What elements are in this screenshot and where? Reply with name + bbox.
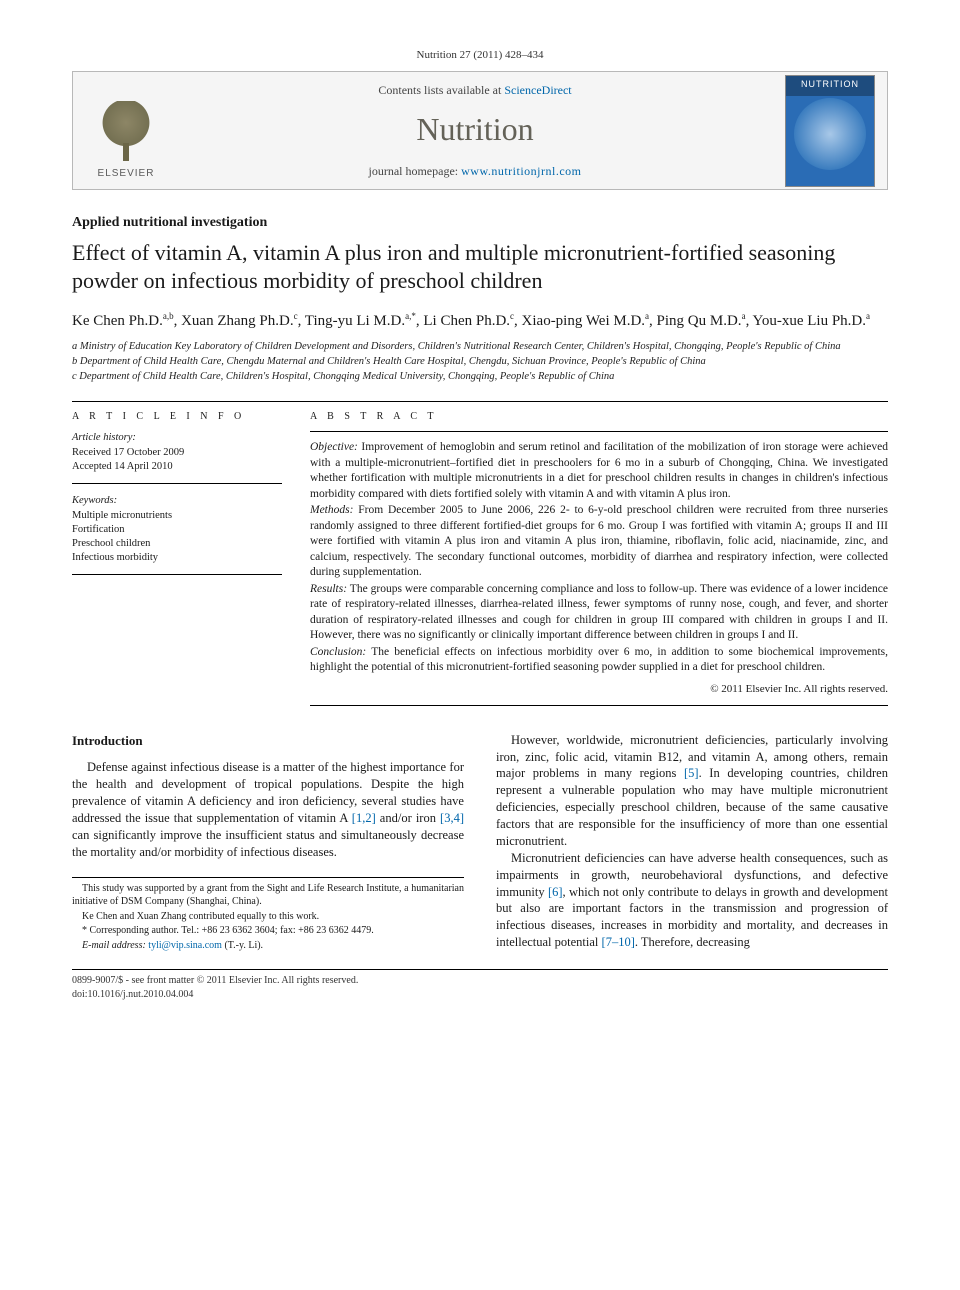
affiliations: a Ministry of Education Key Laboratory o… — [72, 340, 888, 385]
footnotes-block: This study was supported by a grant from… — [72, 877, 464, 953]
homepage-prefix: journal homepage: — [368, 164, 461, 178]
email-tail: (T.-y. Li). — [222, 940, 263, 951]
keyword-item: Fortification — [72, 523, 282, 537]
text-fragment: . Therefore, decreasing — [635, 935, 750, 949]
text-fragment: can significantly improve the insufficie… — [72, 828, 464, 859]
elsevier-label: ELSEVIER — [98, 167, 155, 181]
keywords-subhead: Keywords: — [72, 494, 282, 508]
footnote-contribution: Ke Chen and Xuan Zhang contributed equal… — [72, 910, 464, 924]
journal-cover-title: NUTRITION — [801, 78, 859, 90]
keyword-item: Multiple micronutrients — [72, 509, 282, 523]
footer-left: 0899-9007/$ - see front matter © 2011 El… — [72, 974, 358, 1001]
author-list: Ke Chen Ph.D.a,b, Xuan Zhang Ph.D.c, Tin… — [72, 310, 888, 333]
article-title: Effect of vitamin A, vitamin A plus iron… — [72, 239, 888, 295]
objective-text: Improvement of hemoglobin and serum reti… — [310, 441, 888, 500]
article-info-column: A R T I C L E I N F O Article history: R… — [72, 410, 282, 706]
body-column-right: However, worldwide, micronutrient defici… — [496, 732, 888, 953]
conclusion-label: Conclusion: — [310, 646, 366, 658]
email-link[interactable]: tyli@vip.sina.com — [148, 940, 222, 951]
introduction-heading: Introduction — [72, 732, 464, 750]
page-root: Nutrition 27 (2011) 428–434 ELSEVIER NUT… — [0, 0, 960, 1041]
reference-link[interactable]: [6] — [548, 885, 563, 899]
methods-label: Methods: — [310, 504, 353, 516]
body-column-left: Introduction Defense against infectious … — [72, 732, 464, 953]
received-line: Received 17 October 2009 — [72, 446, 282, 460]
elsevier-logo: ELSEVIER — [85, 81, 167, 181]
article-info-heading: A R T I C L E I N F O — [72, 410, 282, 424]
intro-paragraph-1: Defense against infectious disease is a … — [72, 759, 464, 860]
keyword-item: Infectious morbidity — [72, 551, 282, 565]
article-type: Applied nutritional investigation — [72, 214, 888, 233]
journal-header-box: ELSEVIER NUTRITION Contents lists availa… — [72, 71, 888, 191]
abstract-heading: A B S T R A C T — [310, 410, 888, 424]
article-history-block: Article history: Received 17 October 200… — [72, 431, 282, 484]
journal-cover-thumbnail: NUTRITION — [785, 75, 875, 187]
keywords-block: Keywords: Multiple micronutrients Fortif… — [72, 494, 282, 575]
journal-cover-image — [794, 98, 866, 170]
conclusion-text: The beneficial effects on infectious mor… — [310, 646, 888, 674]
abstract-column: A B S T R A C T Objective: Improvement o… — [310, 410, 888, 706]
methods-text: From December 2005 to June 2006, 226 2- … — [310, 504, 888, 578]
abstract-copyright: © 2011 Elsevier Inc. All rights reserved… — [310, 682, 888, 697]
page-footer: 0899-9007/$ - see front matter © 2011 El… — [72, 969, 888, 1001]
abstract-body: Objective: Improvement of hemoglobin and… — [310, 431, 888, 706]
reference-link[interactable]: [5] — [684, 766, 699, 780]
results-text: The groups were comparable concerning co… — [310, 583, 888, 642]
email-label: E-mail address: — [82, 940, 148, 951]
footnote-email: E-mail address: tyli@vip.sina.com (T.-y.… — [72, 939, 464, 953]
sciencedirect-link[interactable]: ScienceDirect — [504, 83, 571, 97]
info-abstract-row: A R T I C L E I N F O Article history: R… — [72, 401, 888, 706]
text-fragment: and/or iron — [376, 811, 440, 825]
results-label: Results: — [310, 583, 347, 595]
accepted-line: Accepted 14 April 2010 — [72, 460, 282, 474]
affiliation-b: b Department of Child Health Care, Cheng… — [72, 355, 888, 369]
citation-line: Nutrition 27 (2011) 428–434 — [72, 48, 888, 63]
history-subhead: Article history: — [72, 431, 282, 445]
keyword-item: Preschool children — [72, 537, 282, 551]
contents-prefix: Contents lists available at — [378, 83, 504, 97]
contents-line: Contents lists available at ScienceDirec… — [183, 82, 767, 98]
footer-copyright: 0899-9007/$ - see front matter © 2011 El… — [72, 974, 358, 988]
reference-link[interactable]: [7–10] — [602, 935, 635, 949]
homepage-link[interactable]: www.nutritionjrnl.com — [461, 164, 581, 178]
body-paragraph: However, worldwide, micronutrient defici… — [496, 732, 888, 850]
footnote-funding: This study was supported by a grant from… — [72, 882, 464, 909]
affiliation-c: c Department of Child Health Care, Child… — [72, 370, 888, 384]
footer-doi: doi:10.1016/j.nut.2010.04.004 — [72, 988, 358, 1002]
journal-homepage-line: journal homepage: www.nutritionjrnl.com — [183, 163, 767, 179]
objective-label: Objective: — [310, 441, 358, 453]
body-columns: Introduction Defense against infectious … — [72, 732, 888, 953]
journal-name: Nutrition — [183, 108, 767, 151]
affiliation-a: a Ministry of Education Key Laboratory o… — [72, 340, 888, 354]
body-paragraph: Micronutrient deficiencies can have adve… — [496, 850, 888, 951]
elsevier-tree-icon — [94, 101, 158, 163]
header-center: Contents lists available at ScienceDirec… — [183, 82, 767, 180]
reference-link[interactable]: [1,2] — [352, 811, 376, 825]
reference-link[interactable]: [3,4] — [440, 811, 464, 825]
footnote-corresponding: * Corresponding author. Tel.: +86 23 636… — [72, 924, 464, 938]
